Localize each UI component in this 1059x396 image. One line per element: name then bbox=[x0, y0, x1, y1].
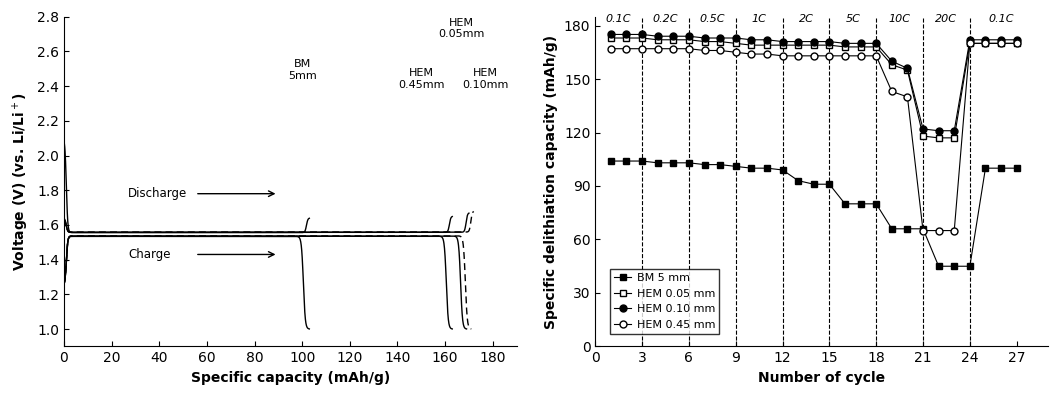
Text: BM
5mm: BM 5mm bbox=[288, 59, 317, 81]
Text: 0.1C: 0.1C bbox=[606, 14, 631, 24]
X-axis label: Number of cycle: Number of cycle bbox=[758, 371, 885, 385]
Text: 0.1C: 0.1C bbox=[988, 14, 1013, 24]
Legend: BM 5 mm, HEM 0.05 mm, HEM 0.10 mm, HEM 0.45 mm: BM 5 mm, HEM 0.05 mm, HEM 0.10 mm, HEM 0… bbox=[610, 269, 719, 334]
Text: 1C: 1C bbox=[752, 14, 767, 24]
Text: 0.5C: 0.5C bbox=[700, 14, 725, 24]
Text: 5C: 5C bbox=[845, 14, 860, 24]
Y-axis label: Specific delithiation capacity (mAh/g): Specific delithiation capacity (mAh/g) bbox=[544, 34, 558, 329]
Text: HEM
0.45mm: HEM 0.45mm bbox=[398, 68, 445, 89]
Text: 10C: 10C bbox=[889, 14, 911, 24]
X-axis label: Specific capacity (mAh/g): Specific capacity (mAh/g) bbox=[191, 371, 390, 385]
Text: Discharge: Discharge bbox=[128, 187, 187, 200]
Text: 2C: 2C bbox=[798, 14, 813, 24]
Text: HEM
0.05mm: HEM 0.05mm bbox=[438, 17, 485, 39]
Text: HEM
0.10mm: HEM 0.10mm bbox=[463, 68, 508, 89]
Text: 20C: 20C bbox=[935, 14, 957, 24]
Y-axis label: Voltage (V) (vs. Li/Li$^+$): Voltage (V) (vs. Li/Li$^+$) bbox=[11, 92, 32, 271]
Text: 0.2C: 0.2C bbox=[652, 14, 678, 24]
Text: Charge: Charge bbox=[128, 248, 170, 261]
